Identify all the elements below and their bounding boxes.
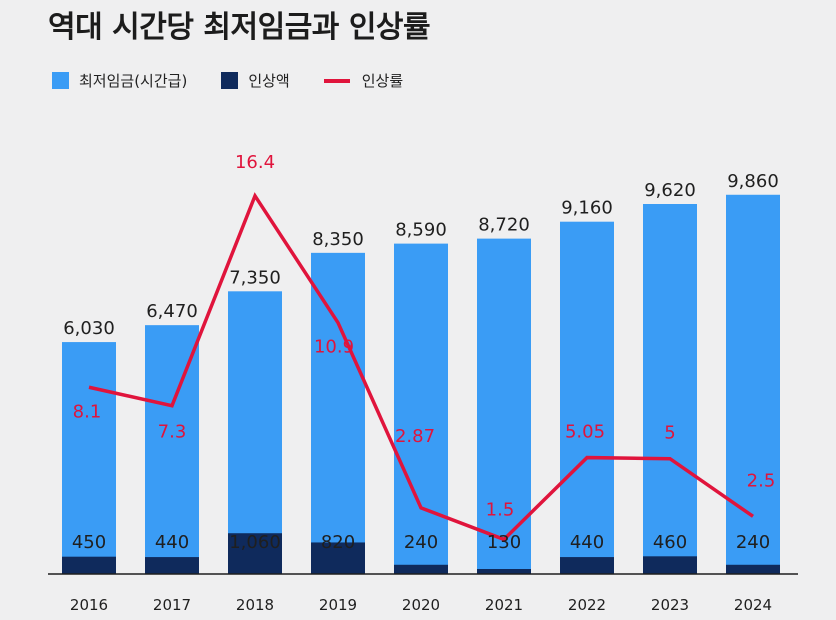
- raise-bar: [643, 556, 697, 574]
- legend-swatch-rate: [323, 78, 350, 83]
- legend-label-wage: 최저임금(시간급): [79, 72, 188, 90]
- raise-bar: [228, 533, 282, 574]
- rate-value-label: 7.3: [158, 422, 187, 443]
- rate-value-label: 8.1: [73, 401, 102, 422]
- wage-value-label: 6,030: [63, 318, 115, 339]
- wage-bar: [62, 342, 116, 574]
- wage-bar: [560, 221, 614, 574]
- wage-bar: [477, 238, 531, 574]
- wage-value-label: 8,720: [478, 215, 530, 236]
- raise-value-label: 450: [72, 532, 106, 553]
- rate-value-label: 16.4: [235, 152, 275, 173]
- raise-bar: [560, 557, 614, 574]
- wage-value-label: 9,620: [644, 180, 696, 201]
- rate-line: [88, 192, 754, 542]
- wage-value-label: 9,160: [561, 198, 613, 219]
- raise-bar: [477, 569, 531, 574]
- raise-value-label: 240: [736, 532, 770, 553]
- rate-value-label: 1.5: [486, 499, 515, 520]
- rate-value-label: 5.05: [565, 422, 605, 443]
- wage-bar: [311, 252, 365, 574]
- wage-bar: [145, 325, 199, 574]
- raise-value-label: 1,060: [229, 532, 281, 553]
- wage-bar: [726, 194, 780, 574]
- raise-value-label: 820: [321, 532, 355, 553]
- raise-bar: [394, 564, 448, 574]
- rate-value-label: 10.9: [314, 337, 354, 358]
- legend-swatch-raise: [221, 72, 239, 89]
- rate-value-label: 5: [664, 423, 675, 444]
- raise-value-label: 440: [570, 532, 604, 553]
- legend-item-rate: 인상률: [323, 70, 404, 91]
- wage-value-label: 6,470: [146, 301, 198, 322]
- wage-bar: [643, 204, 697, 574]
- raise-bar: [311, 542, 365, 574]
- x-tick-label: 2021: [485, 596, 523, 614]
- x-tick-label: 2019: [319, 596, 357, 614]
- raise-bar: [62, 556, 116, 574]
- x-tick-label: 2023: [651, 596, 689, 614]
- raise-bar: [726, 564, 780, 574]
- legend-item-wage: 최저임금(시간급): [52, 70, 187, 91]
- raise-value-label: 440: [155, 532, 189, 553]
- legend-item-raise: 인상액: [221, 70, 290, 91]
- legend: 최저임금(시간급) 인상액 인상률: [52, 70, 437, 91]
- wage-value-label: 8,590: [395, 220, 447, 241]
- legend-swatch-wage: [52, 72, 69, 89]
- x-tick-label: 2018: [236, 596, 274, 614]
- legend-label-rate: 인상률: [361, 72, 404, 90]
- x-tick-label: 2020: [402, 596, 440, 614]
- x-tick-label: 2024: [734, 596, 772, 614]
- raise-value-label: 130: [487, 532, 521, 553]
- raise-bar: [145, 557, 199, 574]
- rate-value-label: 2.5: [747, 470, 776, 491]
- wage-value-label: 8,350: [312, 229, 364, 250]
- wage-value-label: 9,860: [727, 171, 779, 192]
- raise-value-label: 460: [653, 532, 687, 553]
- wage-value-label: 7,350: [229, 267, 281, 288]
- raise-value-label: 240: [404, 532, 438, 553]
- wage-bar: [228, 291, 282, 574]
- x-tick-label: 2017: [153, 596, 191, 614]
- x-tick-label: 2016: [70, 596, 108, 614]
- x-tick-label: 2022: [568, 596, 606, 614]
- rate-value-label: 2.87: [395, 426, 435, 447]
- wage-bar: [394, 243, 448, 574]
- chart-title: 역대 시간당 최저임금과 인상률: [48, 10, 431, 45]
- legend-label-raise: 인상액: [248, 72, 290, 90]
